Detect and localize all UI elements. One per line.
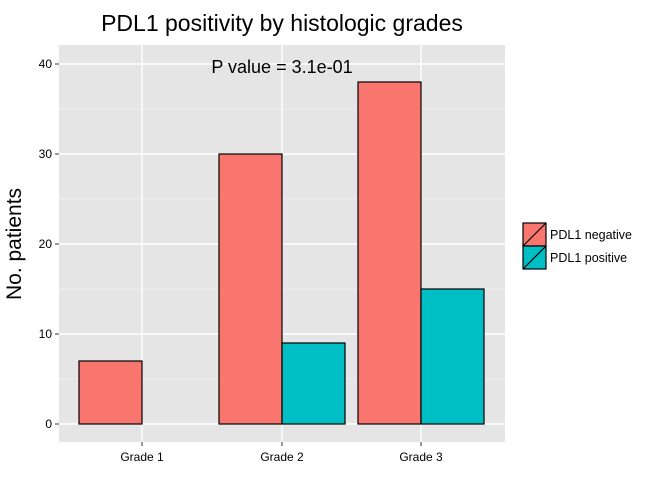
bar-pdl1-negative-grade-2 xyxy=(218,153,283,425)
p-value-annotation: P value = 3.1e-01 xyxy=(211,57,352,77)
bar-pdl1-negative-grade-3 xyxy=(357,81,422,425)
y-axis-label: No. patients xyxy=(3,188,26,300)
bars xyxy=(78,81,485,425)
chart-title: PDL1 positivity by histologic grades xyxy=(101,10,463,36)
bar-pdl1-positive-grade-2 xyxy=(281,342,346,425)
legend-label: PDL1 negative xyxy=(550,228,632,242)
bar-pdl1-negative-grade-1 xyxy=(78,360,143,425)
y-tick-label: 20 xyxy=(39,237,53,251)
y-tick-label: 40 xyxy=(39,57,53,71)
legend-key-slash xyxy=(522,222,547,247)
x-tick-label: Grade 3 xyxy=(399,450,443,464)
bar-pdl1-positive-grade-3 xyxy=(420,288,485,425)
y-tick-label: 10 xyxy=(39,327,53,341)
legend-key-slash xyxy=(522,245,547,270)
legend-label: PDL1 positive xyxy=(550,251,627,265)
x-tick-label: Grade 1 xyxy=(120,450,164,464)
x-axis: Grade 1 Grade 2 Grade 3 xyxy=(120,442,443,464)
x-tick-label: Grade 2 xyxy=(260,450,304,464)
legend: PDL1 negative PDL1 positive xyxy=(522,222,632,270)
y-axis: 0 10 20 30 40 xyxy=(39,57,59,431)
y-tick-label: 30 xyxy=(39,147,53,161)
y-tick-label: 0 xyxy=(45,417,52,431)
